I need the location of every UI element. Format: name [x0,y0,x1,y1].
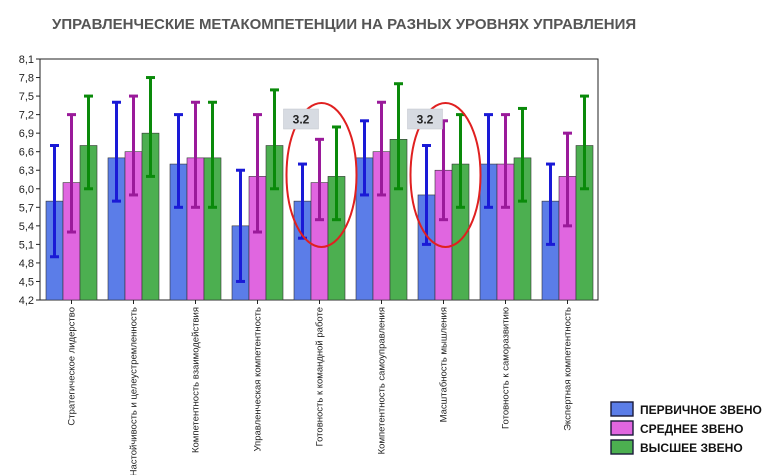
y-tick-label: 4,2 [19,295,34,307]
x-tick-label: Компетентность взаимодействия [191,307,202,453]
y-tick-label: 5,7 [19,202,34,214]
y-tick-label: 7,8 [19,73,34,85]
y-tick-label: 6,3 [19,165,34,177]
y-tick-label: 4,5 [19,276,34,288]
annotation-label: 3.2 [417,113,434,127]
x-tick-label: Готовность к командной работе [315,307,326,446]
bars [45,76,594,301]
annotations: 3.2 3.2 [283,102,482,248]
y-tick-label: 5,1 [19,239,34,251]
annotation-badge [283,108,319,130]
y-tick-label: 8,1 [19,54,34,66]
y-tick-label: 7,5 [19,91,34,103]
legend-label: ПЕРВИЧНОЕ ЗВЕНО [640,403,762,417]
highlight-ellipse [285,102,358,248]
x-tick-label: Стратегическое лидерство [67,307,78,426]
annotation-label: 3.2 [293,113,310,127]
x-tick-label: Настойчивость и целеустремленность [129,307,140,475]
legend-label: СРЕДНЕЕ ЗВЕНО [640,422,743,436]
x-tick-label: Компетентность самоуправления [377,307,388,454]
x-tick-label: Готовность к саморазвитию [501,307,512,429]
x-axis: Стратегическое лидерство Настойчивость и … [67,300,574,475]
x-tick-label: Экспертная компетентность [563,307,574,431]
x-tick-label: Масштабность мышления [439,307,450,422]
legend-label: ВЫСШЕЕ ЗВЕНО [640,441,743,455]
y-tick-label: 7,2 [19,110,34,122]
y-tick-label: 6,9 [19,128,34,140]
chart-title: УПРАВЛЕНЧЕСКИЕ МЕТАКОМПЕТЕНЦИИ НА РАЗНЫХ… [52,16,636,33]
x-tick-label: Управленческая компетентность [253,307,264,452]
highlight-ellipse [409,102,482,248]
legend-swatch [610,439,634,455]
legend-swatch [610,420,634,436]
y-axis: 8,1 7,8 7,5 7,2 6,9 6,6 6,3 6,0 5,7 5,4 5,1 4,8 4,5 4… [19,54,40,307]
y-tick-label: 4,8 [19,258,34,270]
annotation-badge [407,108,443,130]
y-tick-label: 6,0 [19,184,34,196]
y-tick-label: 6,6 [19,147,34,159]
legend-swatch [610,401,634,417]
y-tick-label: 5,4 [19,221,34,233]
legend: ПЕРВИЧНОЕ ЗВЕНО СРЕДНЕЕ ЗВЕНО ВЫСШЕЕ ЗВЕНО [610,401,762,455]
